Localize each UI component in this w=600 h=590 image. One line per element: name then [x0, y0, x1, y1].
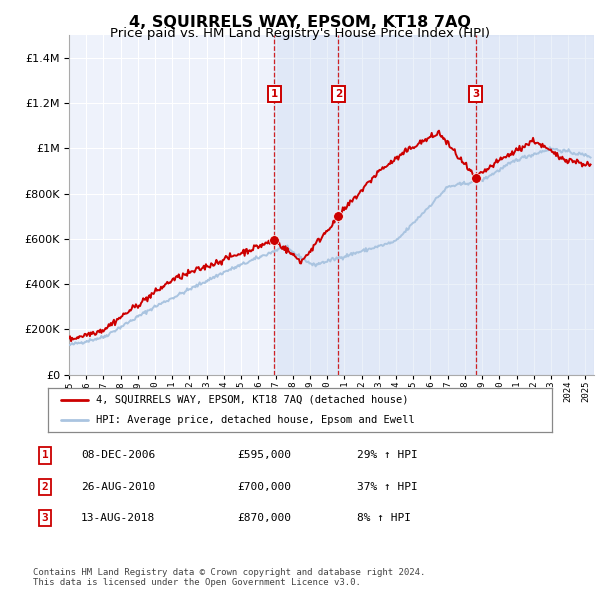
Text: 2: 2 — [335, 89, 342, 99]
Bar — [338, 35, 476, 375]
Text: 2: 2 — [41, 482, 49, 491]
Text: 13-AUG-2018: 13-AUG-2018 — [81, 513, 155, 523]
Text: 4, SQUIRRELS WAY, EPSOM, KT18 7AQ (detached house): 4, SQUIRRELS WAY, EPSOM, KT18 7AQ (detac… — [96, 395, 409, 405]
Text: 1: 1 — [271, 89, 278, 99]
Text: £700,000: £700,000 — [237, 482, 291, 491]
Text: HPI: Average price, detached house, Epsom and Ewell: HPI: Average price, detached house, Epso… — [96, 415, 415, 425]
Text: 3: 3 — [41, 513, 49, 523]
Text: 08-DEC-2006: 08-DEC-2006 — [81, 451, 155, 460]
Text: 29% ↑ HPI: 29% ↑ HPI — [357, 451, 418, 460]
Text: 37% ↑ HPI: 37% ↑ HPI — [357, 482, 418, 491]
Text: 26-AUG-2010: 26-AUG-2010 — [81, 482, 155, 491]
Text: 4, SQUIRRELS WAY, EPSOM, KT18 7AQ: 4, SQUIRRELS WAY, EPSOM, KT18 7AQ — [129, 15, 471, 30]
Text: Price paid vs. HM Land Registry's House Price Index (HPI): Price paid vs. HM Land Registry's House … — [110, 27, 490, 40]
Text: £870,000: £870,000 — [237, 513, 291, 523]
Text: £595,000: £595,000 — [237, 451, 291, 460]
Text: 3: 3 — [472, 89, 479, 99]
Bar — [274, 35, 338, 375]
Text: 8% ↑ HPI: 8% ↑ HPI — [357, 513, 411, 523]
Text: 1: 1 — [41, 451, 49, 460]
Bar — [476, 35, 594, 375]
Text: Contains HM Land Registry data © Crown copyright and database right 2024.
This d: Contains HM Land Registry data © Crown c… — [33, 568, 425, 587]
